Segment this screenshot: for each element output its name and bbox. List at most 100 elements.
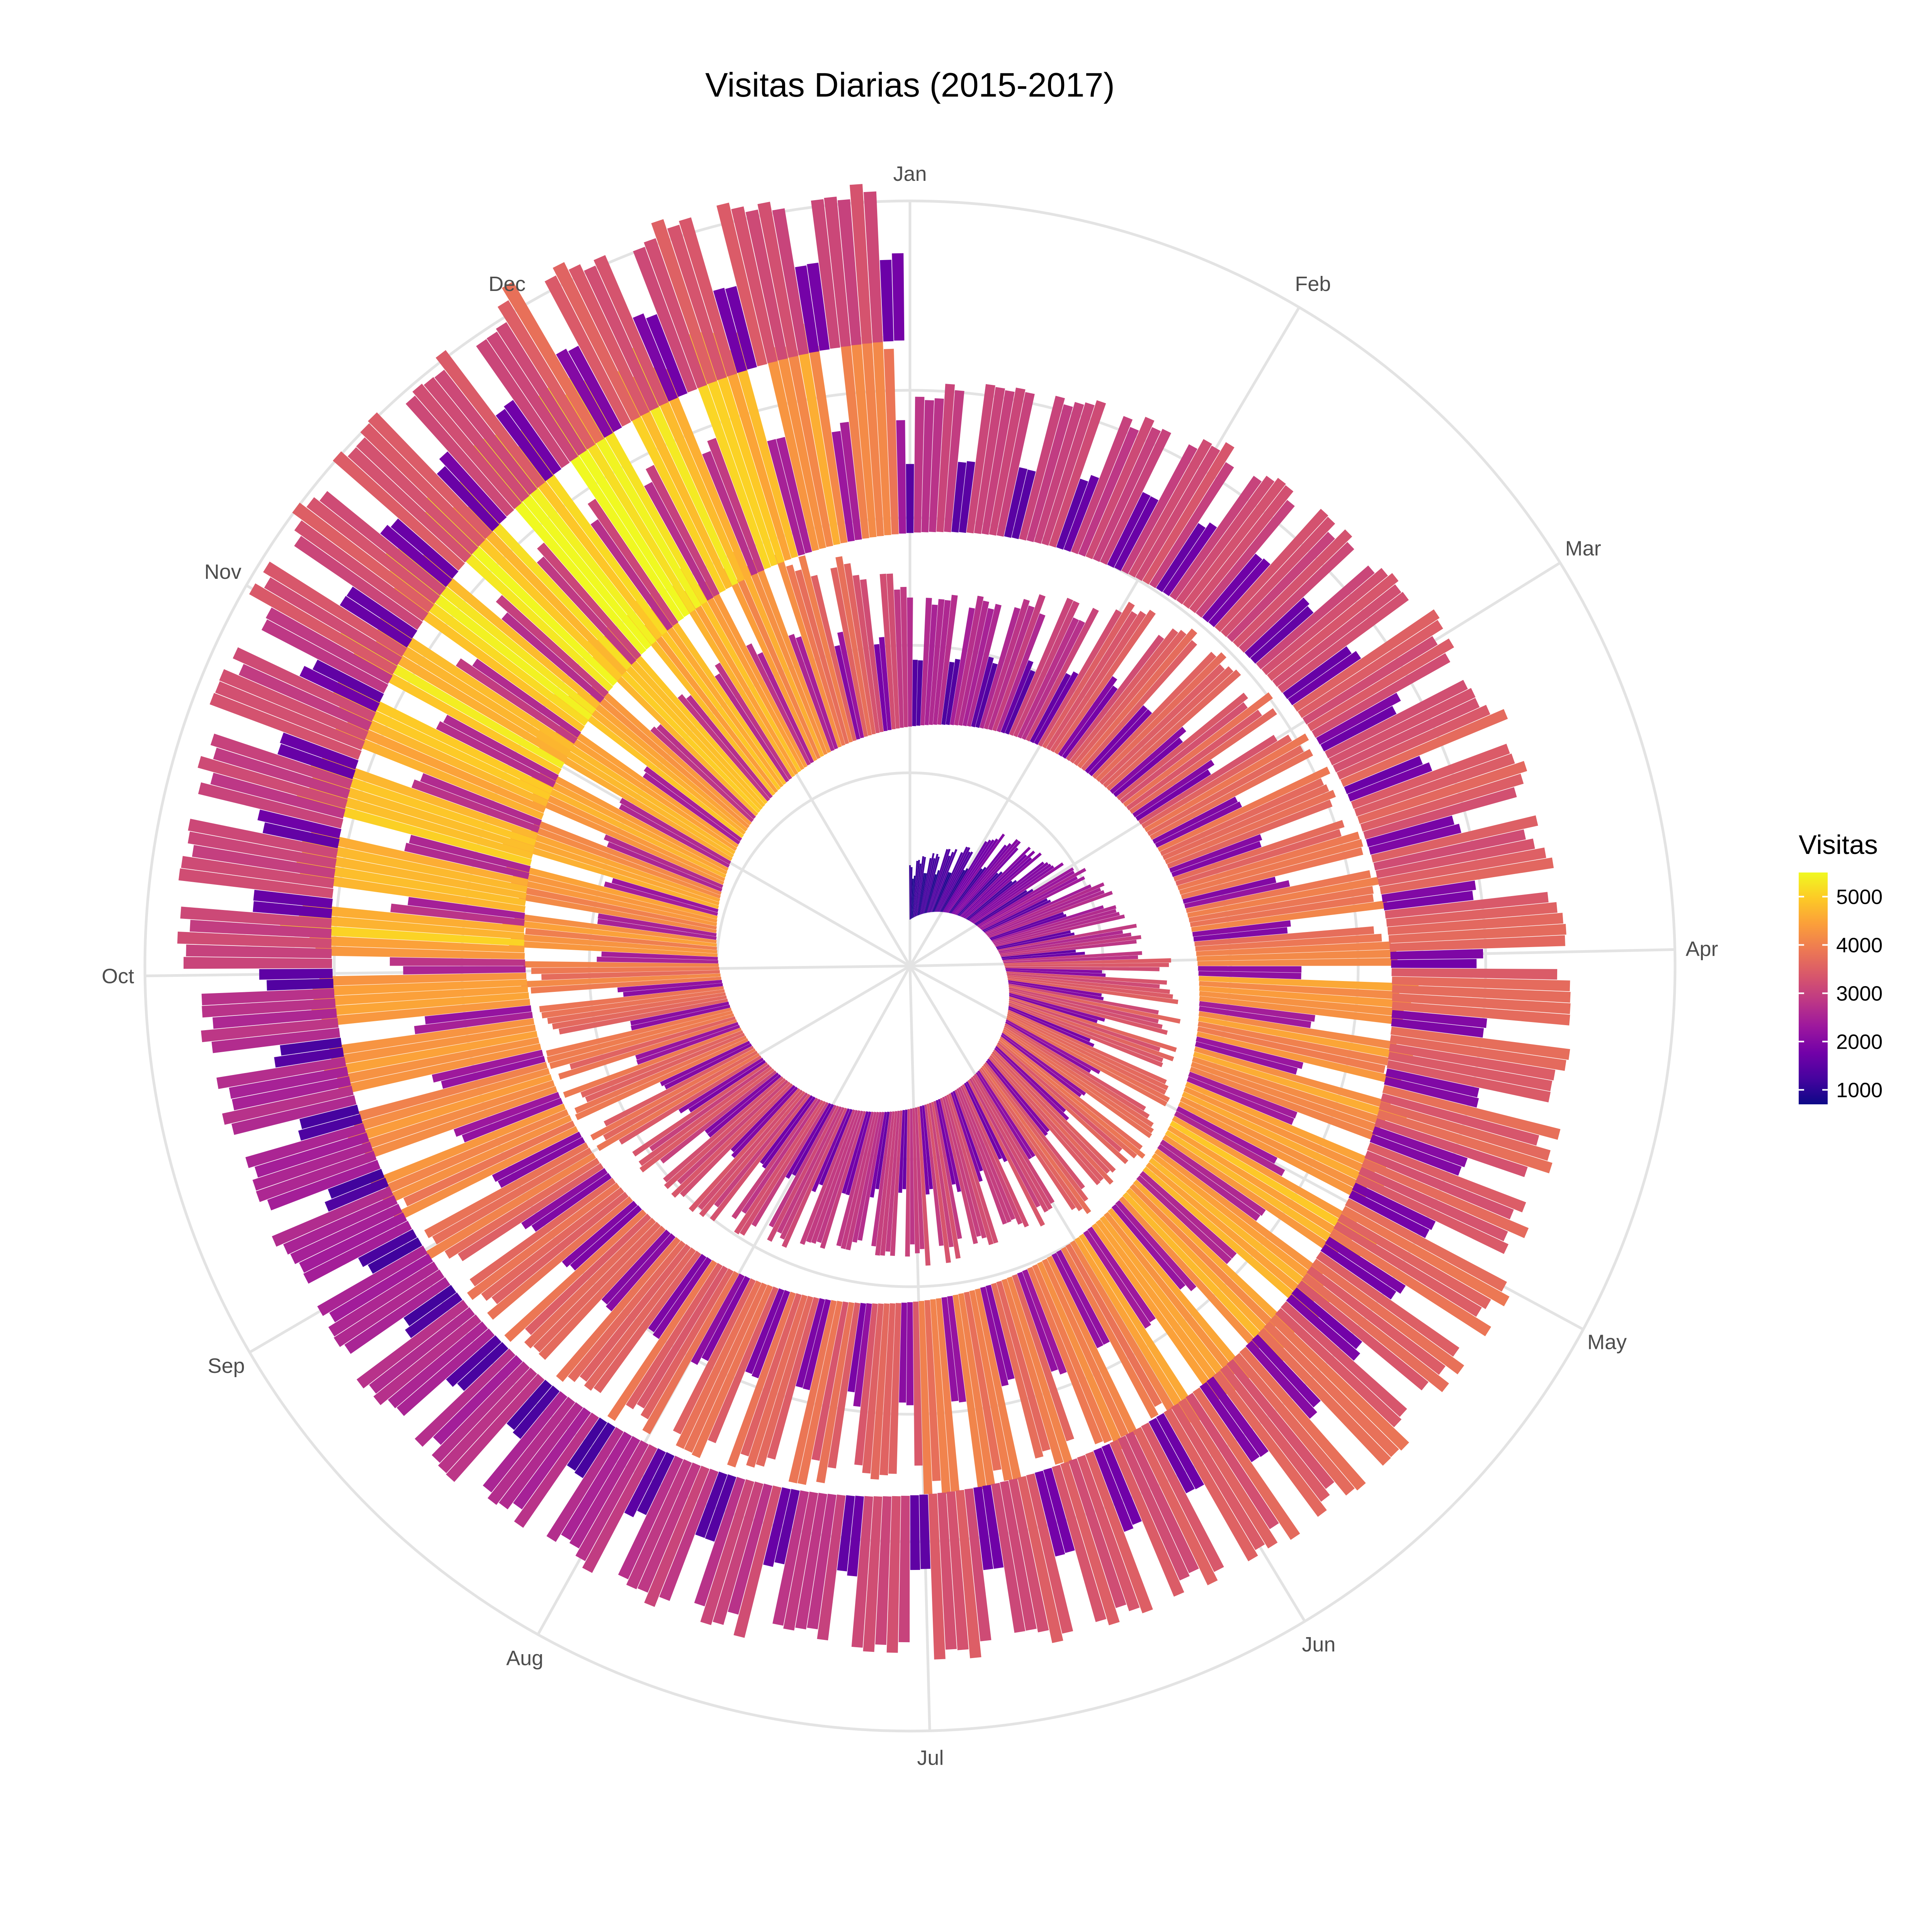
bar	[714, 673, 789, 782]
bar	[787, 350, 833, 547]
bar	[703, 333, 785, 564]
bar	[924, 604, 938, 725]
bar	[680, 565, 801, 773]
bar	[619, 798, 731, 865]
bar	[559, 721, 739, 848]
bar	[948, 1093, 998, 1244]
bar	[521, 973, 721, 988]
bar	[1065, 1243, 1162, 1407]
bar	[979, 607, 1020, 729]
bar	[1374, 1118, 1528, 1177]
bar	[294, 536, 423, 630]
bar	[344, 721, 546, 813]
bar	[197, 756, 348, 809]
bar	[546, 1007, 732, 1057]
bar	[659, 1469, 719, 1601]
bar	[777, 1106, 842, 1234]
bar	[525, 1213, 651, 1335]
bar	[999, 1038, 1146, 1159]
bar	[1192, 920, 1291, 937]
bar	[981, 876, 1085, 930]
bar	[1009, 985, 1181, 1024]
bar	[788, 634, 835, 752]
bar	[487, 1396, 575, 1505]
bar	[356, 1300, 469, 1389]
bar	[1190, 894, 1374, 927]
bar	[905, 1109, 910, 1257]
bar	[1009, 991, 1168, 1035]
bar	[922, 1105, 933, 1189]
bar	[1125, 1431, 1199, 1573]
bar	[1167, 1125, 1354, 1245]
bar	[380, 525, 452, 587]
bar	[646, 465, 720, 597]
bar	[350, 652, 562, 775]
bar	[1220, 1365, 1330, 1502]
bar	[492, 1192, 629, 1304]
bar	[456, 658, 578, 744]
bar	[604, 834, 723, 888]
bar	[929, 599, 945, 725]
bar	[984, 884, 1092, 934]
bar	[439, 451, 507, 524]
bar	[603, 1051, 758, 1140]
bar	[940, 1098, 978, 1244]
bar	[506, 862, 718, 920]
legend-tick-label: 5000	[1836, 886, 1883, 909]
bar	[931, 1102, 961, 1259]
bar	[1093, 1447, 1134, 1532]
bar	[591, 682, 752, 825]
bar	[420, 773, 542, 827]
bar	[879, 1303, 896, 1476]
bar	[1189, 485, 1294, 613]
bar	[575, 1038, 748, 1120]
bar	[294, 794, 532, 866]
bar	[587, 636, 760, 813]
bar	[1170, 1121, 1378, 1250]
bar	[951, 1092, 983, 1182]
bar	[1389, 935, 1565, 951]
bar	[321, 999, 531, 1027]
bar	[1171, 1403, 1265, 1550]
bar	[992, 905, 1117, 943]
bar	[259, 969, 333, 980]
bar	[1174, 1111, 1285, 1176]
bar	[811, 199, 840, 349]
bar	[263, 561, 407, 657]
bar	[684, 587, 798, 775]
bar	[299, 871, 526, 913]
bar	[708, 1286, 779, 1443]
bar	[519, 774, 726, 878]
bar	[863, 1496, 883, 1652]
bar	[663, 1076, 784, 1183]
bar	[1392, 985, 1571, 1003]
bar	[913, 1301, 923, 1466]
bar	[776, 437, 812, 554]
bar	[605, 1233, 676, 1311]
bar	[1009, 987, 1159, 1024]
bar	[694, 1477, 745, 1607]
bar	[992, 594, 1046, 731]
bar	[959, 461, 975, 533]
bar	[950, 607, 975, 725]
bar	[1197, 957, 1398, 966]
bar	[1360, 774, 1524, 832]
bar	[434, 369, 537, 495]
bar	[179, 868, 333, 898]
bar	[1007, 975, 1170, 994]
bar	[1349, 1190, 1430, 1238]
bar	[803, 1299, 831, 1390]
bar	[979, 1068, 1076, 1210]
bar	[502, 281, 604, 444]
bar	[656, 724, 756, 819]
bar	[995, 914, 1125, 947]
bar	[553, 262, 640, 422]
bar	[1060, 1461, 1120, 1626]
bar	[537, 543, 641, 660]
bar	[1101, 1444, 1142, 1525]
bar	[1009, 598, 1073, 736]
bar	[404, 843, 530, 879]
bar	[1184, 1087, 1376, 1177]
bar	[698, 1090, 803, 1210]
bar	[762, 1096, 816, 1169]
